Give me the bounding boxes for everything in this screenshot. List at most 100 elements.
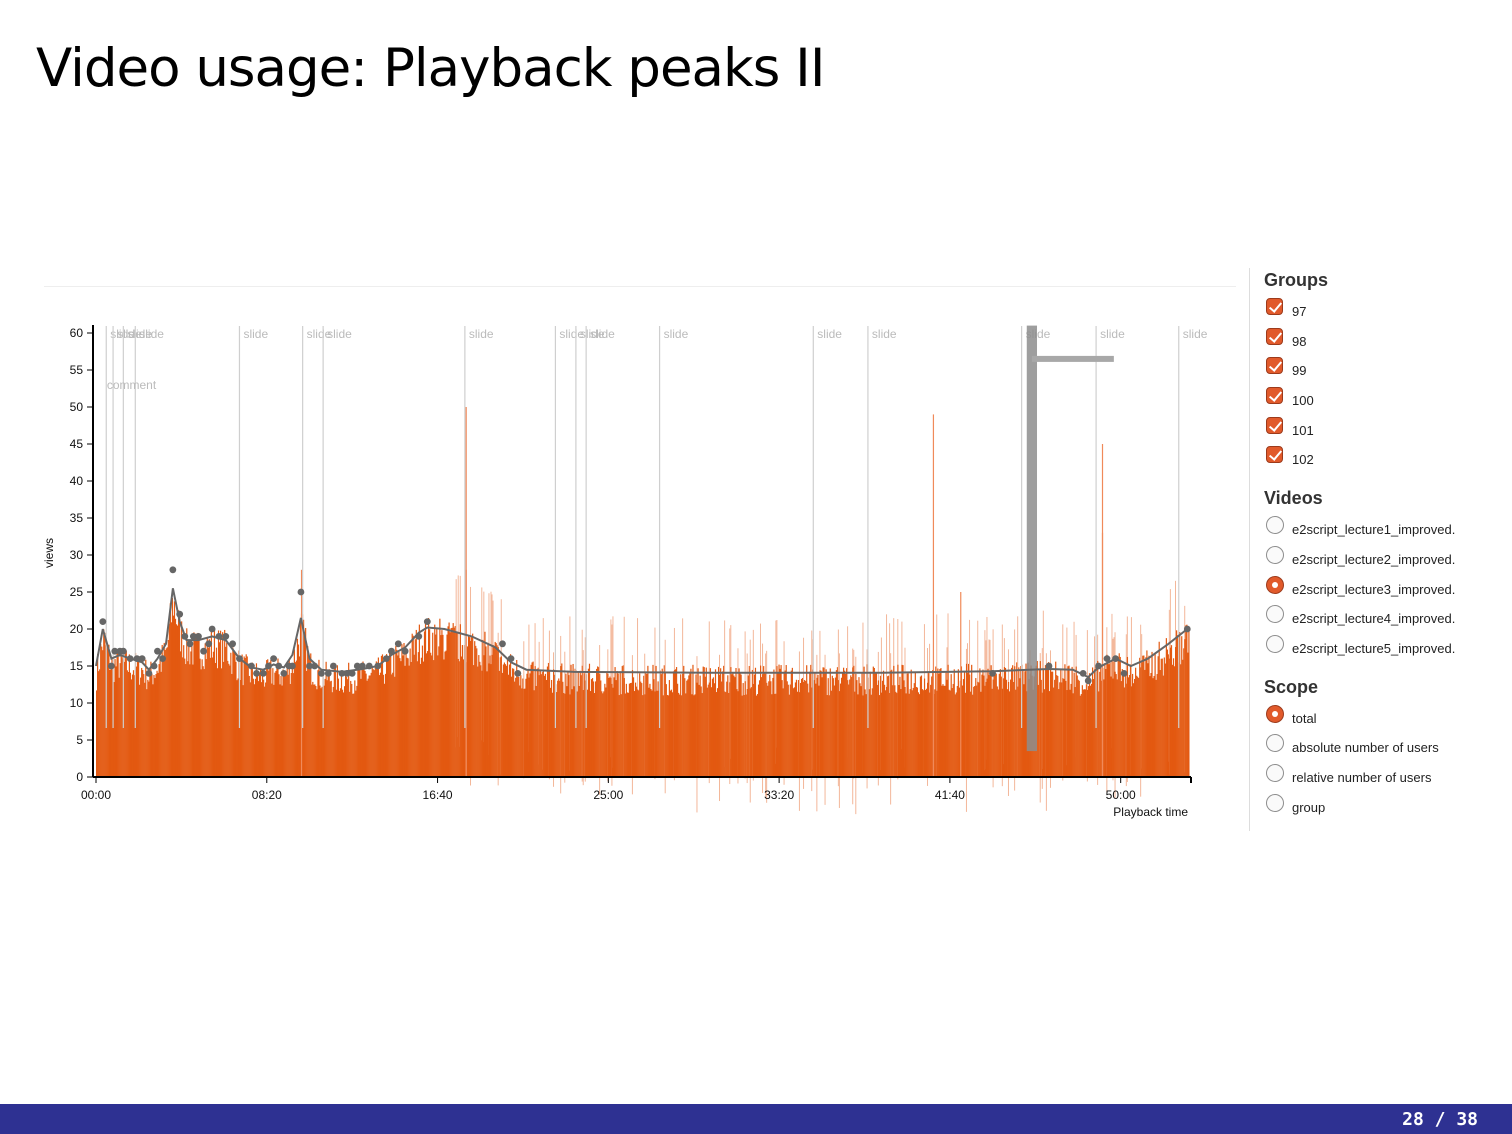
bar (870, 694, 872, 777)
checkbox[interactable] (1266, 298, 1283, 315)
bar (1087, 686, 1090, 777)
bar (261, 669, 264, 777)
group-option[interactable]: 101 (1264, 415, 1500, 445)
bar (339, 688, 342, 777)
bar (701, 693, 703, 777)
scope-option[interactable]: relative number of users (1264, 762, 1500, 792)
bar (1147, 663, 1149, 777)
bar (624, 693, 626, 777)
bar (1060, 669, 1062, 777)
peak-point (111, 647, 119, 655)
bar (607, 673, 609, 777)
bar (620, 694, 622, 777)
bar (101, 646, 103, 777)
bar (1109, 662, 1111, 777)
radio-button[interactable] (1266, 575, 1284, 594)
video-option[interactable]: e2script_lecture1_improved. (1264, 514, 1500, 544)
bar (739, 672, 741, 777)
bar (1122, 670, 1124, 777)
bar (964, 692, 967, 777)
bar (1179, 631, 1181, 777)
checkbox[interactable] (1266, 327, 1283, 345)
radio-button[interactable] (1266, 704, 1284, 723)
bar (132, 670, 135, 777)
bar (975, 678, 977, 777)
bar (1008, 691, 1011, 777)
group-option[interactable]: 99 (1264, 355, 1500, 385)
radio-button[interactable] (1266, 605, 1284, 624)
bar (248, 675, 250, 777)
peak-point (338, 670, 346, 677)
bar (1152, 678, 1154, 777)
bar (623, 678, 625, 777)
video-option[interactable]: e2script_lecture2_improved. (1264, 544, 1500, 574)
bar (973, 686, 975, 777)
radio-button[interactable] (1266, 516, 1284, 535)
peak-point (265, 662, 272, 670)
video-option[interactable]: e2script_lecture5_improved. (1264, 633, 1500, 663)
radio-button[interactable] (1266, 545, 1284, 564)
group-option[interactable]: 98 (1264, 326, 1500, 356)
bar (1016, 662, 1018, 777)
scope-option[interactable]: absolute number of users (1264, 732, 1500, 762)
videos-list: e2script_lecture1_improved. e2script_lect… (1250, 514, 1500, 662)
group-option[interactable]: 102 (1264, 444, 1500, 474)
radio-button[interactable] (1266, 793, 1284, 812)
bar (1071, 666, 1073, 777)
scope-option[interactable]: group (1264, 792, 1500, 822)
bar (723, 665, 725, 777)
bar (841, 673, 844, 777)
bar (722, 671, 724, 777)
checkbox[interactable] (1266, 387, 1283, 405)
bar (1003, 667, 1006, 777)
bar (793, 687, 796, 777)
scope-option[interactable]: total (1264, 703, 1500, 733)
bar (155, 674, 157, 777)
bars-layer (96, 407, 1190, 815)
bar (297, 644, 300, 777)
bar (936, 690, 938, 777)
bar (642, 695, 644, 777)
bar (267, 659, 269, 777)
bar (126, 670, 128, 777)
bar (856, 680, 858, 777)
checkbox[interactable] (1266, 416, 1283, 434)
bar (1185, 625, 1187, 777)
bar (599, 673, 601, 777)
bar (1079, 695, 1081, 777)
bar (534, 666, 536, 777)
bar (689, 672, 691, 777)
group-option[interactable]: 100 (1264, 385, 1500, 415)
radio-button[interactable] (1266, 763, 1284, 782)
bar (1148, 655, 1150, 777)
checkbox[interactable] (1266, 446, 1283, 464)
bar (437, 655, 439, 777)
bar (462, 659, 465, 777)
bar (182, 657, 184, 777)
group-option[interactable]: 97 (1264, 296, 1500, 326)
bar (1036, 660, 1038, 777)
bar (838, 691, 841, 777)
bar (538, 675, 540, 777)
bar (426, 651, 429, 777)
bar (158, 664, 160, 777)
bar (921, 689, 924, 777)
bar (452, 623, 454, 777)
bar (631, 670, 634, 777)
video-option[interactable]: e2script_lecture3_improved. (1264, 574, 1500, 604)
bar (205, 659, 207, 777)
bar (1173, 666, 1176, 777)
bar (545, 679, 548, 777)
bar (260, 682, 263, 777)
bar (449, 632, 451, 777)
bar (232, 647, 234, 777)
bar (504, 664, 507, 777)
checkbox[interactable] (1266, 357, 1283, 375)
bar (881, 680, 884, 777)
radio-button[interactable] (1266, 634, 1284, 653)
radio-button[interactable] (1266, 734, 1284, 753)
bar (1072, 693, 1074, 777)
video-option[interactable]: e2script_lecture4_improved. (1264, 603, 1500, 633)
bar (330, 680, 332, 777)
peak-point (208, 625, 216, 633)
